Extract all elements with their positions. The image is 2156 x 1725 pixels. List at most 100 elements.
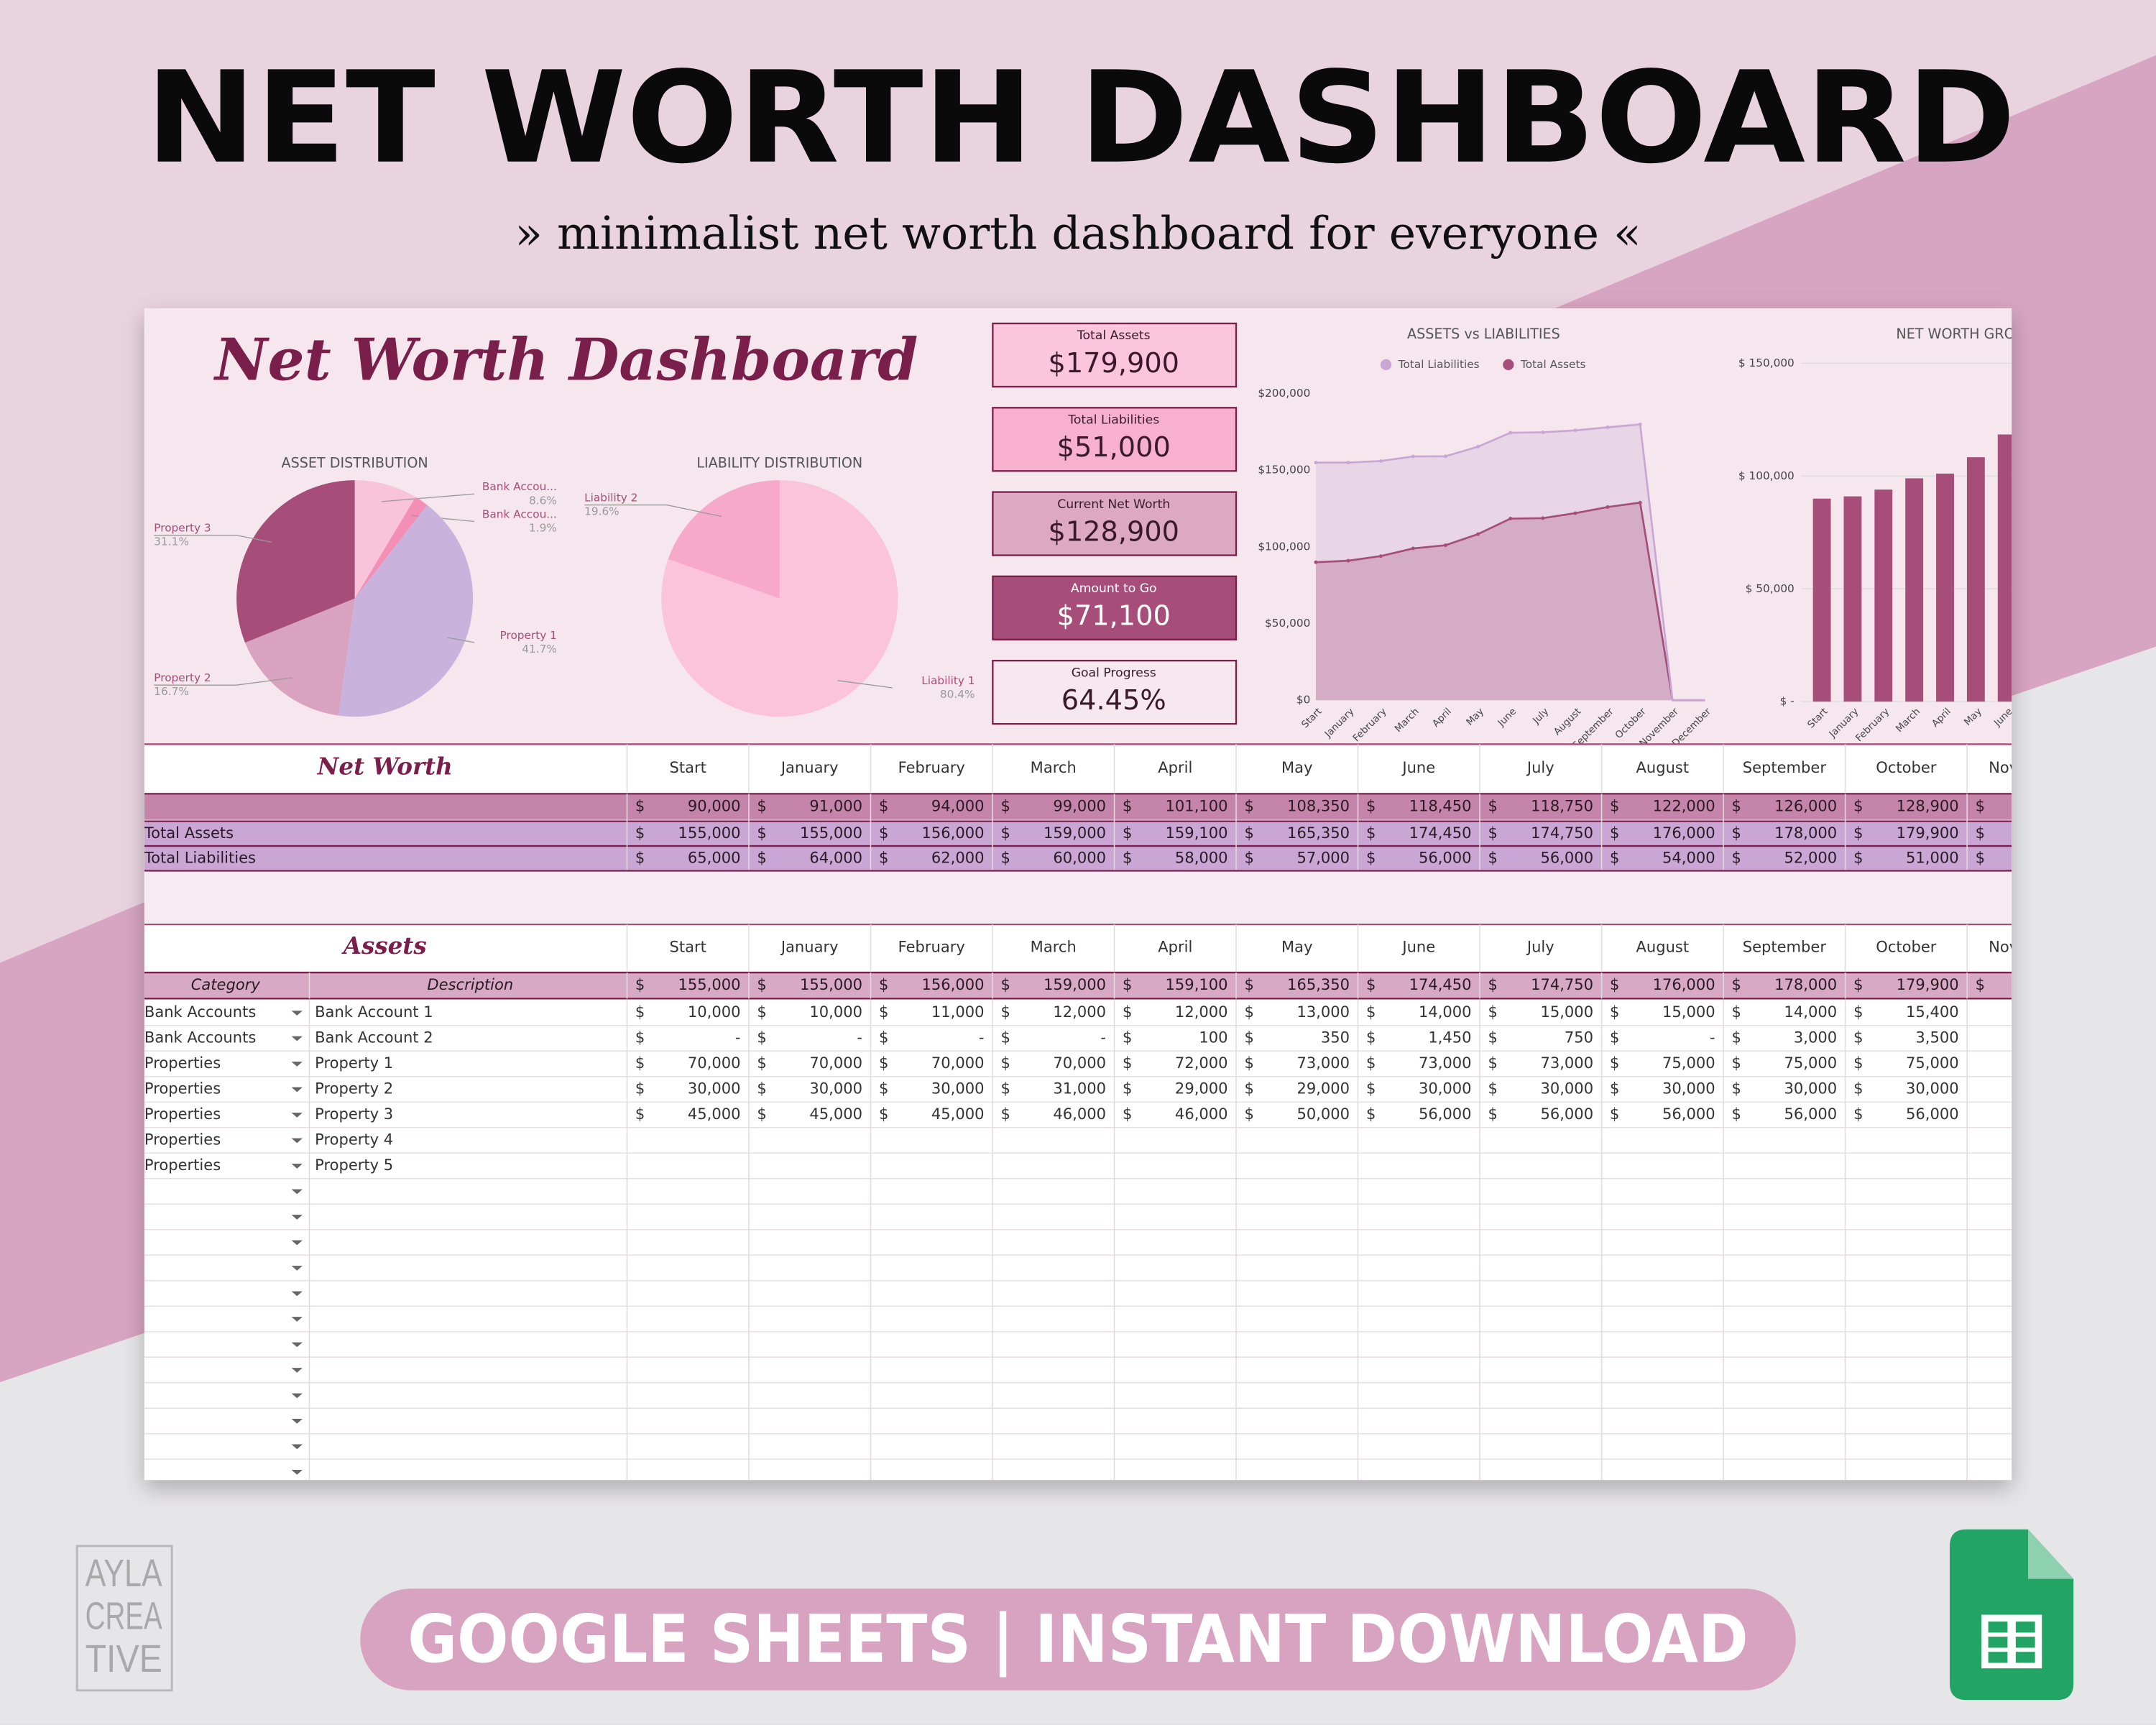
table-row: [144, 846, 2012, 871]
category-cell: Bank Accounts: [144, 1029, 256, 1046]
cell-value: 159,000: [1044, 975, 1106, 993]
cell-value: 118,450: [1409, 797, 1472, 815]
currency-sign: $: [1488, 797, 1498, 815]
currency-sign: $: [1245, 975, 1254, 993]
dropdown-arrow: [291, 1291, 303, 1297]
cell-value: -: [1100, 1029, 1106, 1046]
bar: [1812, 498, 1831, 702]
currency-sign: $: [1123, 848, 1132, 866]
cell-value: 156,000: [922, 975, 985, 993]
currency-sign: $: [1853, 1003, 1863, 1021]
currency-sign: $: [1123, 1080, 1132, 1098]
currency-sign: $: [1732, 1054, 1741, 1072]
dashboard-title: Net Worth Dashboard: [213, 326, 918, 393]
y-tick-label: $100,000: [1258, 540, 1310, 553]
leader-line: [154, 677, 293, 686]
cell-value: 178,000: [1774, 824, 1837, 842]
point: [1411, 454, 1415, 459]
totals-row: [144, 972, 2012, 999]
currency-sign: $: [1732, 848, 1741, 866]
cell-value: 45,000: [931, 1105, 985, 1123]
header-row: [144, 744, 2012, 793]
bar: [1936, 473, 1954, 702]
point: [1508, 517, 1513, 521]
currency-sign: $: [757, 824, 766, 842]
currency-sign: $: [879, 1105, 888, 1123]
currency-sign: $: [1732, 1080, 1741, 1098]
cell-value: 30,000: [688, 1080, 741, 1098]
column-header: March: [1031, 938, 1077, 956]
slice-label: Bank Accou...: [482, 507, 557, 520]
cell-value: 159,000: [1044, 824, 1106, 842]
point: [1541, 516, 1545, 520]
currency-sign: $: [1853, 848, 1863, 866]
chart-title: ASSET DISTRIBUTION: [282, 455, 428, 472]
cell-value: 94,000: [931, 797, 985, 815]
legend-marker: [1380, 359, 1392, 371]
column-header: February: [898, 758, 965, 776]
description-cell: Bank Account 2: [315, 1029, 433, 1046]
point: [1443, 454, 1447, 459]
cell-value: 178,000: [1774, 975, 1837, 993]
column-header: Start: [670, 758, 706, 776]
currency-sign: $: [1245, 1003, 1254, 1021]
kpi-value: $71,100: [1057, 600, 1171, 632]
point: [1508, 431, 1513, 435]
description-cell: Property 2: [315, 1080, 393, 1098]
currency-sign: $: [1366, 1105, 1376, 1123]
dropdown-arrow: [291, 1393, 303, 1399]
slice-value: 19.6%: [584, 505, 619, 518]
currency-sign: $: [1123, 1105, 1132, 1123]
slice-label: Property 3: [154, 522, 211, 535]
area-fill: [1315, 502, 1705, 701]
cell-value: 56,000: [1540, 1105, 1593, 1123]
currency-sign: $: [1610, 1029, 1619, 1046]
cell-value: -: [1710, 1029, 1715, 1046]
currency-sign: $: [1732, 824, 1741, 842]
currency-sign: $: [879, 824, 888, 842]
bar: [1966, 457, 1985, 702]
cell-value: 58,000: [1175, 848, 1228, 866]
cell-value: 52,000: [1784, 848, 1838, 866]
currency-sign: $: [1123, 975, 1132, 993]
kpi-value: $51,000: [1057, 431, 1171, 464]
cell-value: 156,000: [922, 824, 985, 842]
dropdown-arrow: [291, 1062, 303, 1067]
column-header: July: [1526, 758, 1554, 776]
currency-sign: $: [879, 1054, 888, 1072]
currency-sign: $: [1488, 1105, 1498, 1123]
currency-sign: $: [1488, 848, 1498, 866]
currency-sign: $: [1366, 1029, 1376, 1046]
point: [1346, 558, 1350, 563]
currency-sign: $: [1976, 824, 1985, 842]
point: [1443, 543, 1447, 548]
category-cell: Properties: [144, 1131, 221, 1149]
dropdown-arrow: [291, 1317, 303, 1322]
currency-sign: $: [1245, 1029, 1254, 1046]
column-header: May: [1281, 758, 1312, 776]
column-header: January: [780, 938, 839, 956]
currency-sign: $: [1853, 797, 1863, 815]
column-header: June: [1401, 758, 1435, 776]
pie-slice: [338, 505, 474, 717]
category-cell: Properties: [144, 1105, 221, 1123]
point: [1378, 459, 1383, 463]
slice-value: 31.1%: [154, 535, 189, 548]
currency-sign: $: [757, 1105, 766, 1123]
currency-sign: $: [1000, 1105, 1010, 1123]
cell-value: 155,000: [800, 975, 862, 993]
point: [1541, 430, 1545, 434]
currency-sign: $: [1488, 1003, 1498, 1021]
dropdown-arrow: [291, 1368, 303, 1373]
currency-sign: $: [1366, 797, 1376, 815]
currency-sign: $: [635, 848, 645, 866]
page-title: NET WORTH DASHBOARD: [146, 45, 2016, 192]
currency-sign: $: [1123, 1029, 1132, 1046]
leader-line: [447, 637, 475, 643]
currency-sign: $: [1732, 1029, 1741, 1046]
cell-value: 10,000: [688, 1003, 741, 1021]
currency-sign: $: [1366, 1080, 1376, 1098]
currency-sign: $: [1000, 1054, 1010, 1072]
cell-value: 30,000: [1540, 1080, 1593, 1098]
